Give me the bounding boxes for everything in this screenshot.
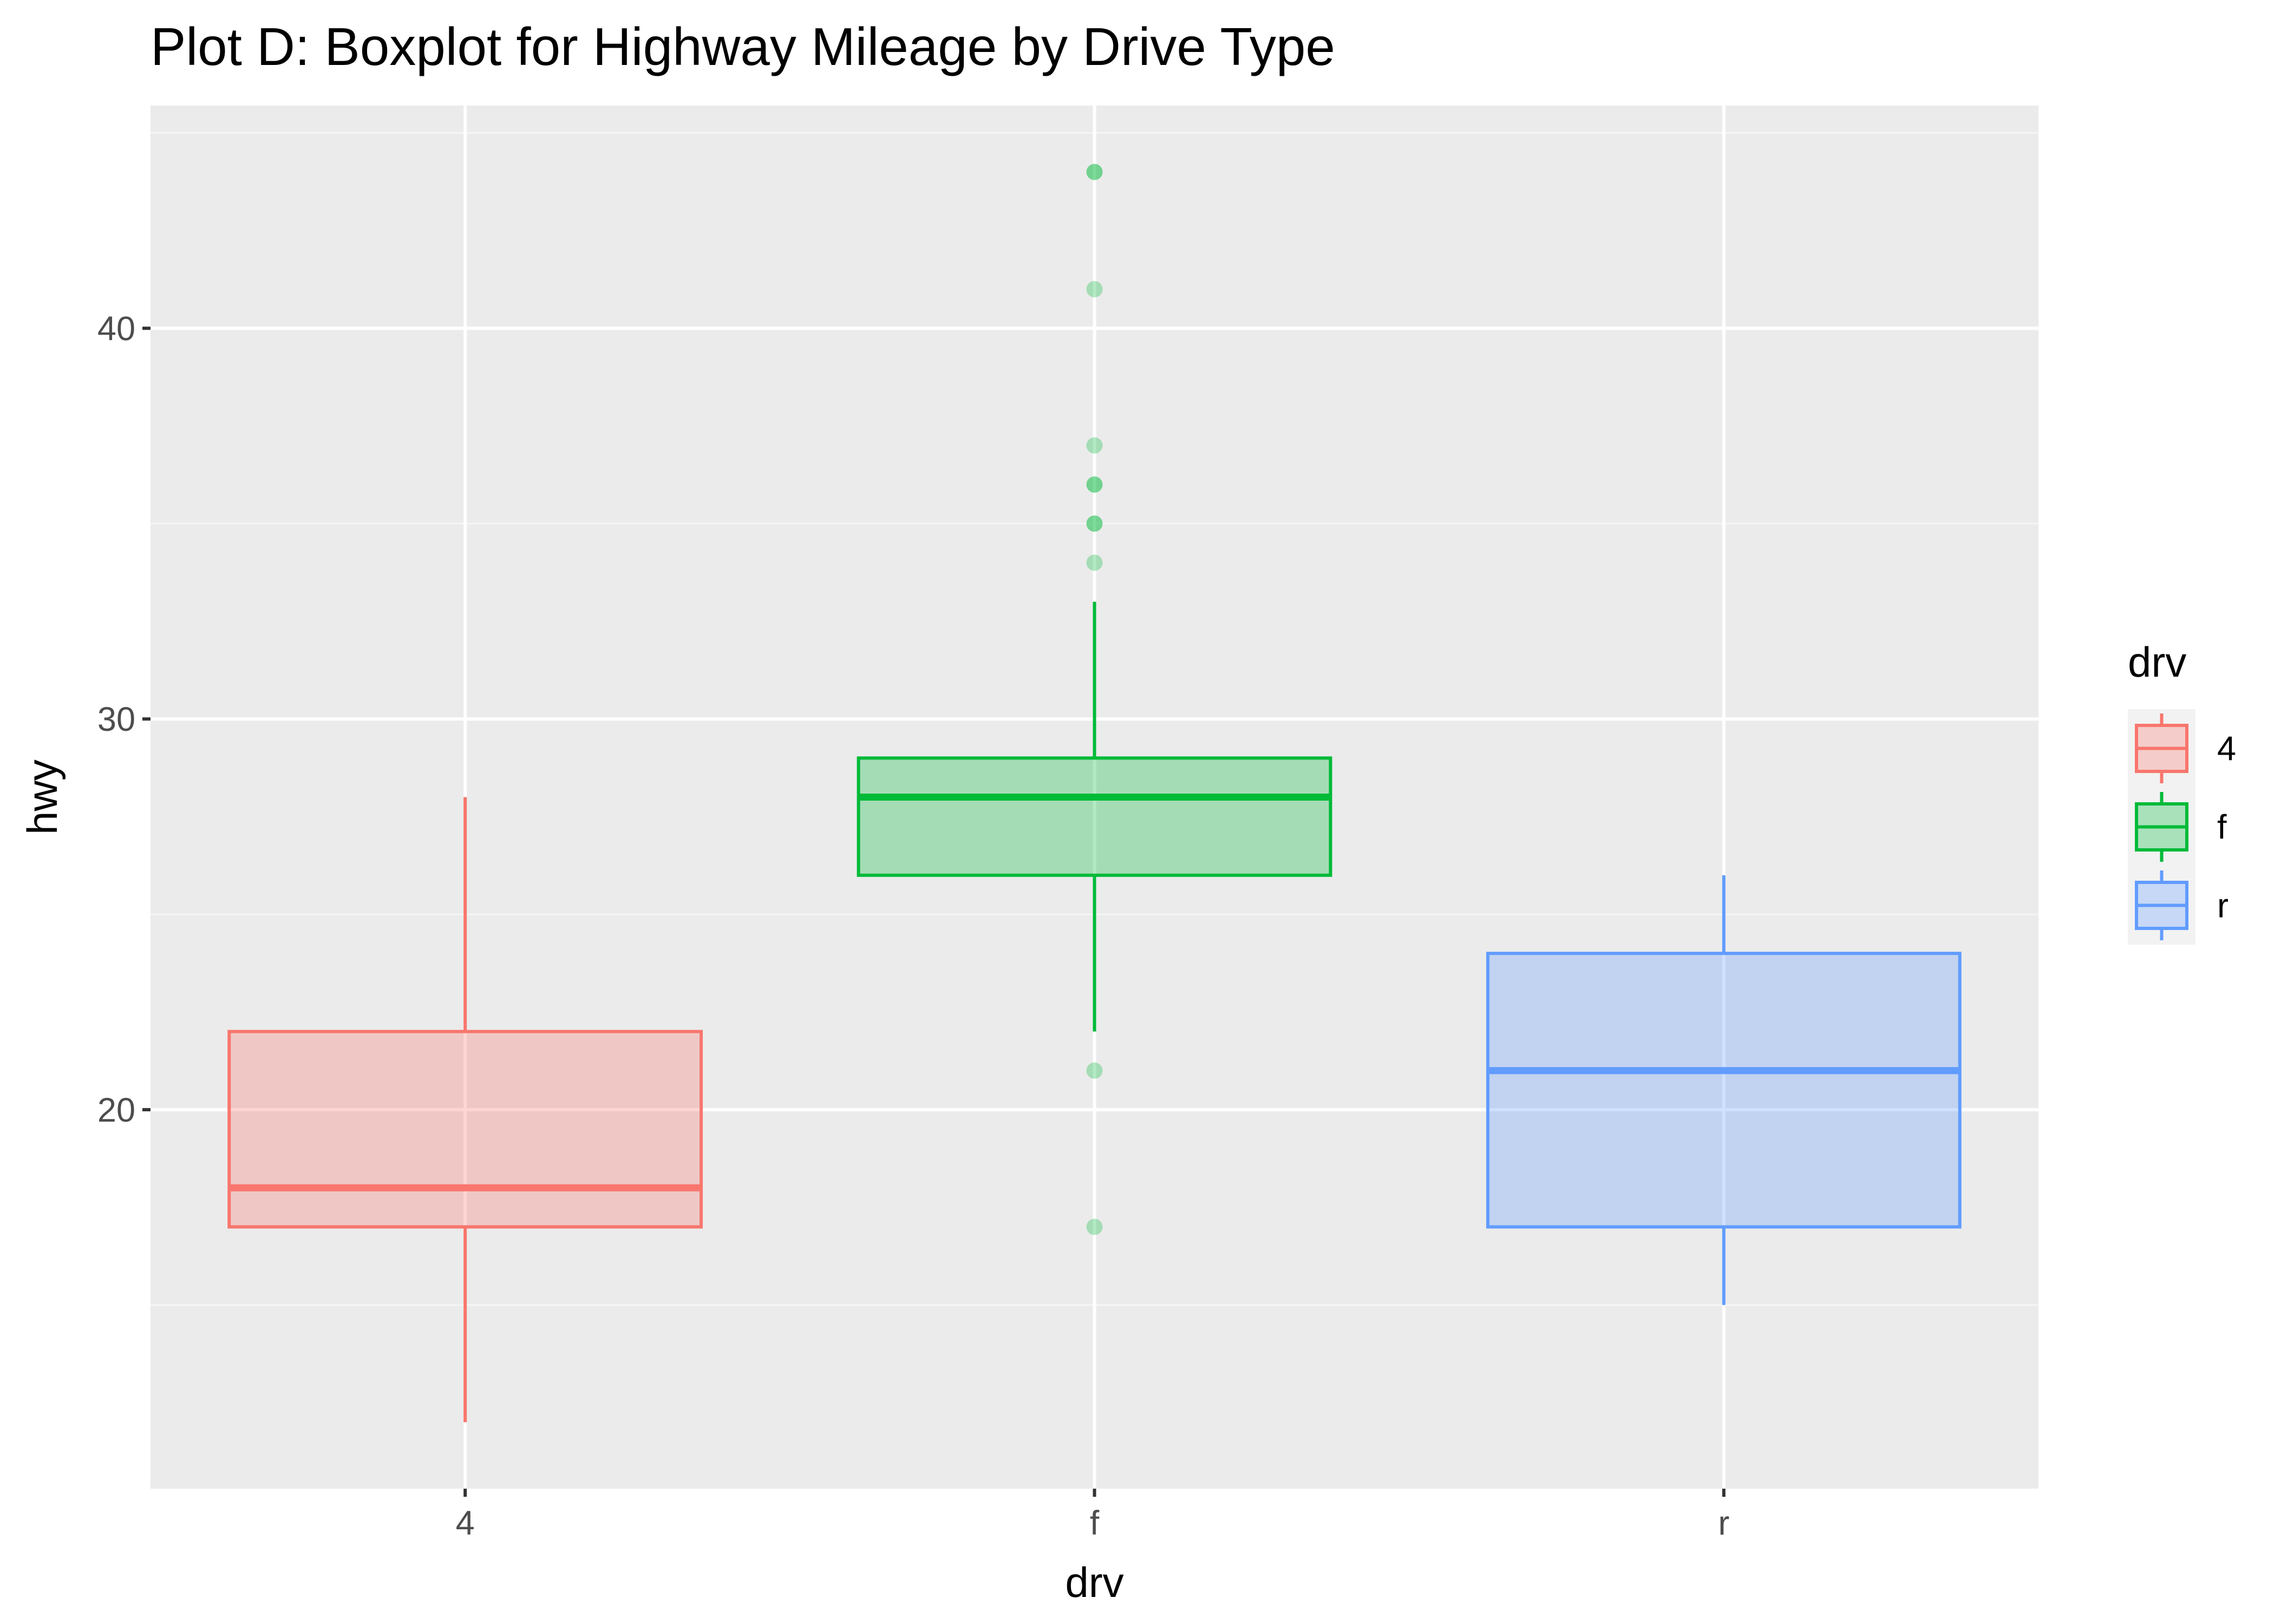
outlier-point (1086, 163, 1103, 180)
box-group-4 (227, 797, 703, 1423)
outlier-point (1086, 163, 1103, 180)
x-tick-label: 4 (456, 1504, 475, 1542)
outlier-point (1086, 1062, 1103, 1079)
legend-title: drv (2128, 638, 2186, 686)
y-tick-label: 40 (97, 310, 135, 348)
box (227, 1030, 703, 1229)
box-group-r (1486, 875, 1962, 1305)
x-tick-label: r (1718, 1504, 1729, 1542)
outlier-point (1086, 476, 1103, 493)
legend-item-f: f (2128, 788, 2227, 866)
outlier-point (1086, 515, 1103, 532)
box (1486, 952, 1962, 1229)
chart-title: Plot D: Boxplot for Highway Mileage by D… (151, 17, 1335, 76)
outlier-point (1086, 437, 1103, 454)
legend-item-4: 4 (2128, 709, 2236, 788)
box (857, 756, 1332, 877)
outlier-point (1086, 1219, 1103, 1235)
outlier-point (1086, 515, 1103, 532)
outlier-point (1086, 476, 1103, 493)
outlier-point (1086, 281, 1103, 298)
y-tick-label: 20 (97, 1091, 135, 1129)
legend-label: r (2217, 887, 2229, 925)
y-axis-title: hwy (18, 759, 66, 835)
x-axis-title: drv (1065, 1558, 1123, 1606)
box-group-f (857, 163, 1332, 1235)
outlier-point (1086, 554, 1103, 571)
legend-label: 4 (2217, 730, 2236, 768)
x-tick-label: f (1090, 1504, 1100, 1542)
legend-label: f (2217, 809, 2227, 847)
legend-item-r: r (2128, 866, 2229, 945)
y-tick-label: 30 (97, 700, 135, 738)
